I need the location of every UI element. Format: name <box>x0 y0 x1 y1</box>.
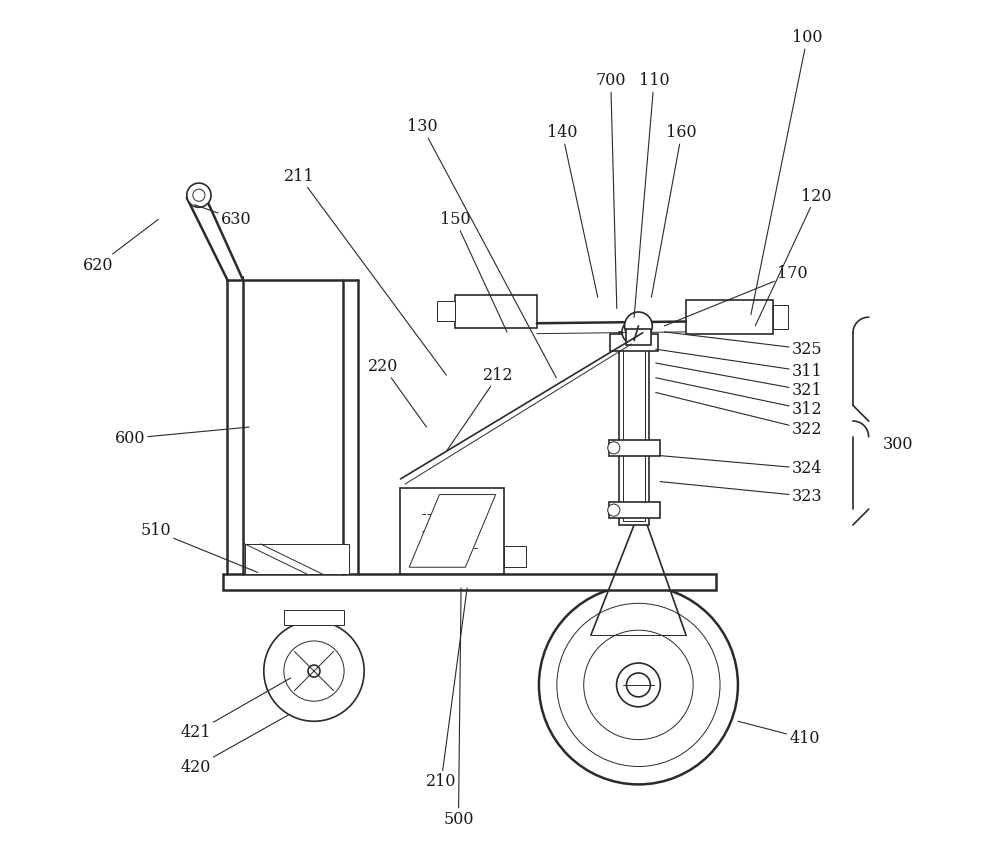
Bar <box>504 546 526 568</box>
Text: 212: 212 <box>446 366 514 451</box>
Bar <box>619 332 649 525</box>
Circle shape <box>539 585 738 785</box>
Bar <box>773 305 788 329</box>
Circle shape <box>626 673 650 697</box>
Bar <box>609 503 660 518</box>
Text: 322: 322 <box>656 392 822 438</box>
Text: 421: 421 <box>180 678 291 741</box>
Text: 120: 120 <box>755 187 831 326</box>
Text: 500: 500 <box>443 588 474 827</box>
Circle shape <box>264 621 364 721</box>
Bar <box>623 336 645 521</box>
Text: 160: 160 <box>651 124 697 298</box>
Text: 410: 410 <box>738 721 820 747</box>
Bar <box>284 609 344 625</box>
Circle shape <box>308 665 320 677</box>
Text: 312: 312 <box>656 378 822 418</box>
Text: 110: 110 <box>634 73 669 317</box>
Circle shape <box>608 504 620 516</box>
Text: 600: 600 <box>114 427 249 447</box>
Bar <box>245 544 349 574</box>
Circle shape <box>284 641 344 701</box>
Text: 211: 211 <box>284 168 446 375</box>
Bar <box>455 295 537 327</box>
Text: 140: 140 <box>547 124 598 298</box>
Text: 100: 100 <box>751 30 822 314</box>
Circle shape <box>617 663 660 707</box>
Bar <box>626 329 651 345</box>
Text: 323: 323 <box>660 482 822 505</box>
Text: 170: 170 <box>664 266 808 326</box>
Circle shape <box>187 183 211 207</box>
Text: 620: 620 <box>82 220 158 273</box>
Text: 220: 220 <box>368 358 426 427</box>
Circle shape <box>625 312 652 339</box>
Bar <box>437 301 455 321</box>
Circle shape <box>608 442 620 454</box>
Circle shape <box>557 603 720 766</box>
Bar <box>400 488 504 574</box>
Circle shape <box>584 630 693 740</box>
Text: 300: 300 <box>883 436 913 453</box>
Text: 420: 420 <box>180 715 288 776</box>
Bar <box>609 440 660 456</box>
Text: 700: 700 <box>595 73 626 308</box>
Circle shape <box>193 189 205 201</box>
Bar <box>610 333 658 351</box>
Text: 630: 630 <box>195 205 251 228</box>
Text: 210: 210 <box>426 588 467 791</box>
Text: 325: 325 <box>664 332 822 358</box>
Bar <box>686 299 773 334</box>
Polygon shape <box>409 495 496 568</box>
Text: 324: 324 <box>660 456 822 477</box>
Bar <box>223 574 716 589</box>
Text: 150: 150 <box>440 211 507 332</box>
Circle shape <box>622 319 646 344</box>
Text: 311: 311 <box>656 349 823 380</box>
Text: 130: 130 <box>407 118 556 378</box>
Text: 510: 510 <box>140 523 258 572</box>
Text: 321: 321 <box>656 363 822 399</box>
